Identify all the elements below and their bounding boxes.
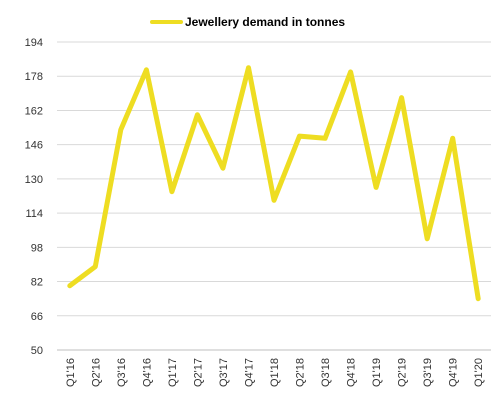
x-tick-label: Q2'16 (90, 358, 102, 387)
x-tick-label: Q1'16 (65, 358, 77, 387)
x-tick-label: Q2'18 (295, 358, 307, 387)
x-tick-label: Q4'18 (346, 358, 358, 387)
x-tick-label: Q4'17 (243, 358, 255, 387)
y-tick-label: 82 (31, 277, 43, 289)
x-tick-label: Q2'19 (397, 358, 409, 387)
y-tick-label: 178 (25, 71, 43, 83)
x-tick-label: Q1'18 (269, 358, 281, 387)
y-tick-label: 66 (31, 311, 43, 323)
y-tick-label: 130 (25, 174, 43, 186)
y-axis: 50 66 82 98 114 130 146 162 178 194 (25, 37, 43, 357)
x-axis: Q1'16 Q2'16 Q3'16 Q4'16 Q1'17 Q2'17 Q3'17 Q4'17… (65, 358, 485, 387)
x-tick-label: Q1'20 (473, 358, 485, 387)
y-tick-label: 146 (25, 140, 43, 152)
x-tick-label: Q4'19 (448, 358, 460, 387)
y-tick-label: 50 (31, 345, 43, 357)
legend-label: Jewellery demand in tonnes (185, 15, 345, 29)
series-group (67, 65, 481, 302)
legend: Jewellery demand in tonnes (150, 15, 345, 29)
series-line (67, 65, 481, 302)
grid (57, 41, 491, 351)
y-tick-label: 194 (25, 37, 43, 49)
x-tick-label: Q1'17 (167, 358, 179, 387)
x-tick-label: Q3'16 (116, 358, 128, 387)
x-tick-label: Q3'17 (218, 358, 230, 387)
x-tick-label: Q3'19 (422, 358, 434, 387)
y-tick-label: 162 (25, 105, 43, 117)
x-tick-label: Q1'19 (371, 358, 383, 387)
x-tick-label: Q4'16 (141, 358, 153, 387)
y-tick-label: 114 (25, 208, 43, 220)
y-tick-label: 98 (31, 242, 43, 254)
x-tick-label: Q3'18 (320, 358, 332, 387)
x-tick-label: Q2'17 (192, 358, 204, 387)
